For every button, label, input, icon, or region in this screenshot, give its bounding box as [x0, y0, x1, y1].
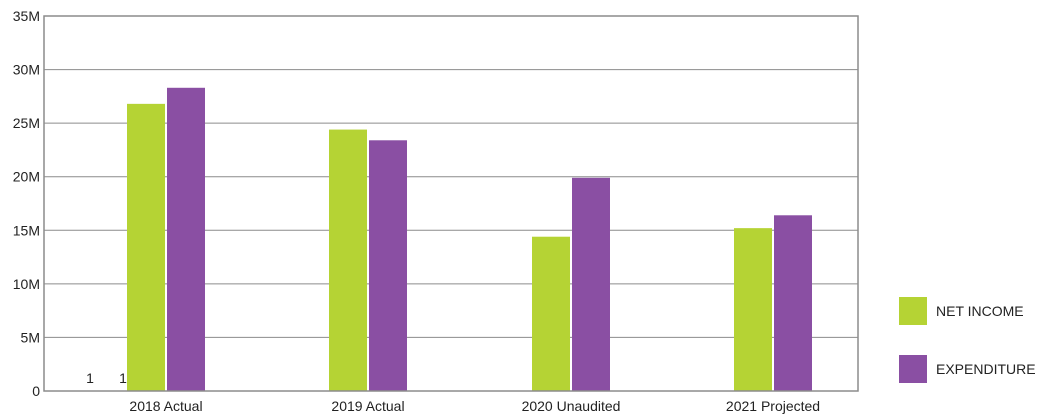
bar-expenditure-3	[774, 215, 812, 391]
bar-expenditure-0	[167, 87, 205, 392]
plot-frame	[43, 15, 859, 392]
bar-net-income-2	[532, 236, 570, 391]
legend-label-net-income: NET INCOME	[936, 303, 1024, 319]
y-tick-label: 0	[32, 383, 40, 399]
annotation-label: 1	[86, 370, 94, 386]
x-category-label: 2019 Actual	[331, 398, 404, 414]
x-category-label: 2018 Actual	[129, 398, 202, 414]
legend-item-expenditure: EXPENDITURE	[899, 354, 1039, 384]
legend: NET INCOME EXPENDITURE	[899, 296, 1039, 412]
y-tick-label: 5M	[21, 329, 40, 345]
y-tick-label: 10M	[13, 276, 40, 292]
y-tick-label: 20M	[13, 169, 40, 185]
y-tick-label: 25M	[13, 115, 40, 131]
annotation-label: 1	[119, 370, 127, 386]
legend-swatch-expenditure	[899, 355, 927, 383]
bar-expenditure-2	[572, 177, 610, 391]
legend-label-expenditure: EXPENDITURE	[936, 361, 1036, 377]
bar-net-income-0	[127, 103, 165, 391]
y-tick-label: 30M	[13, 62, 40, 78]
y-tick-label: 35M	[13, 8, 40, 24]
x-category-label: 2020 Unaudited	[522, 398, 621, 414]
bar-expenditure-1	[369, 140, 407, 391]
x-category-label: 2021 Projected	[726, 398, 820, 414]
legend-swatch-net-income	[899, 297, 927, 325]
bar-net-income-1	[329, 129, 367, 392]
legend-item-net-income: NET INCOME	[899, 296, 1039, 326]
bar-net-income-3	[734, 228, 772, 391]
y-tick-label: 15M	[13, 222, 40, 238]
